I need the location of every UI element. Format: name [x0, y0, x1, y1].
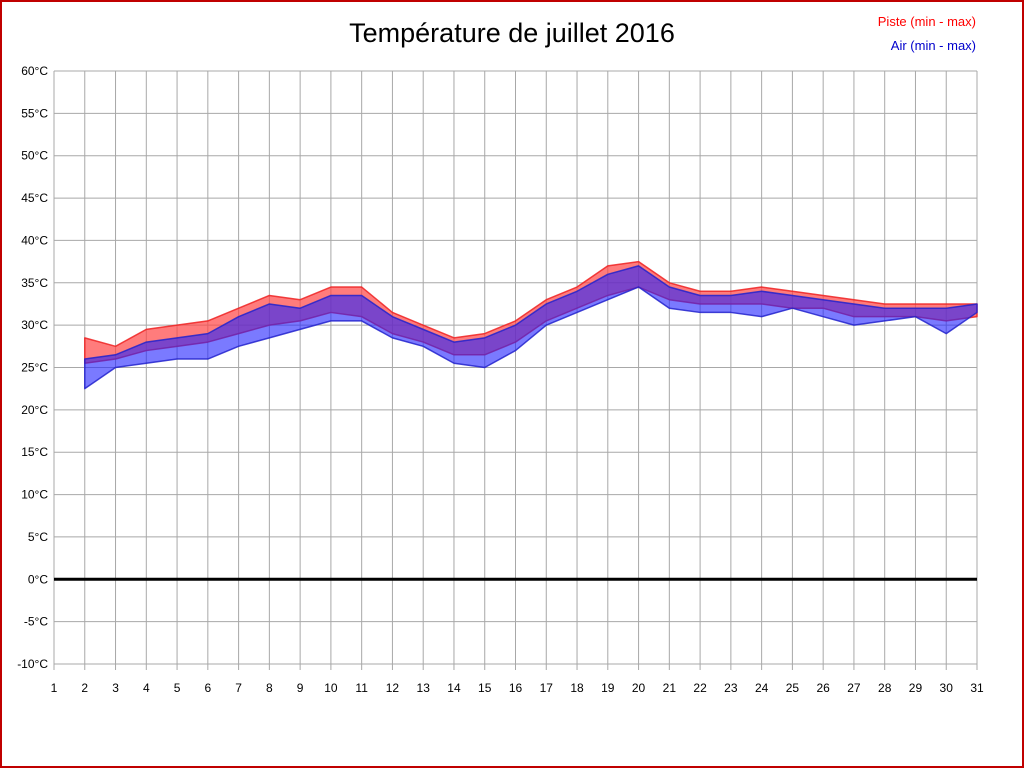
x-tick-label: 21 — [663, 681, 677, 695]
chart-legend: Piste (min - max) Air (min - max) — [878, 10, 976, 58]
x-tick-label: 23 — [724, 681, 738, 695]
legend-item-air: Air (min - max) — [878, 34, 976, 58]
x-tick-label: 31 — [970, 681, 984, 695]
x-tick-label: 16 — [509, 681, 523, 695]
x-tick-label: 19 — [601, 681, 615, 695]
x-tick-label: 26 — [816, 681, 830, 695]
y-tick-label: 30°C — [21, 318, 48, 332]
y-tick-label: 35°C — [21, 276, 48, 290]
x-tick-label: 22 — [693, 681, 707, 695]
x-tick-label: 4 — [143, 681, 150, 695]
x-tick-label: 9 — [297, 681, 304, 695]
y-tick-label: 0°C — [28, 572, 48, 586]
y-tick-label: 50°C — [21, 149, 48, 163]
legend-label-piste: Piste (min - max) — [877, 14, 976, 29]
x-tick-label: 28 — [878, 681, 892, 695]
y-tick-label: 45°C — [21, 191, 48, 205]
x-tick-label: 30 — [940, 681, 954, 695]
chart-title: Température de juillet 2016 — [349, 18, 675, 48]
x-tick-label: 3 — [112, 681, 119, 695]
y-tick-label: 40°C — [21, 233, 48, 247]
x-tick-label: 29 — [909, 681, 923, 695]
x-tick-label: 1 — [51, 681, 58, 695]
x-tick-label: 15 — [478, 681, 492, 695]
x-tick-label: 18 — [570, 681, 584, 695]
x-tick-label: 10 — [324, 681, 338, 695]
y-tick-label: 20°C — [21, 403, 48, 417]
y-tick-label: 55°C — [21, 106, 48, 120]
x-tick-label: 12 — [386, 681, 400, 695]
air-minmax-band — [84, 265, 978, 390]
x-tick-label: 27 — [847, 681, 861, 695]
y-tick-label: 10°C — [21, 488, 48, 502]
legend-label-air: Air (min - max) — [890, 38, 976, 54]
x-tick-label: 17 — [540, 681, 554, 695]
x-tick-label: 20 — [632, 681, 646, 695]
x-tick-label: 14 — [447, 681, 461, 695]
y-tick-label: 5°C — [28, 530, 48, 544]
x-tick-label: 8 — [266, 681, 273, 695]
y-tick-label: -10°C — [17, 657, 48, 671]
y-tick-label: 25°C — [21, 361, 48, 375]
x-tick-label: 11 — [355, 681, 368, 695]
legend-item-piste: Piste (min - max) — [878, 10, 976, 34]
x-tick-label: 6 — [204, 681, 211, 695]
x-tick-label: 2 — [81, 681, 88, 695]
x-tick-label: 25 — [786, 681, 800, 695]
x-tick-label: 7 — [235, 681, 242, 695]
x-tick-label: 24 — [755, 681, 769, 695]
x-tick-label: 13 — [417, 681, 431, 695]
y-tick-label: 60°C — [21, 64, 48, 78]
y-tick-label: -5°C — [24, 615, 48, 629]
x-tick-label: 5 — [174, 681, 181, 695]
y-tick-label: 15°C — [21, 445, 48, 459]
